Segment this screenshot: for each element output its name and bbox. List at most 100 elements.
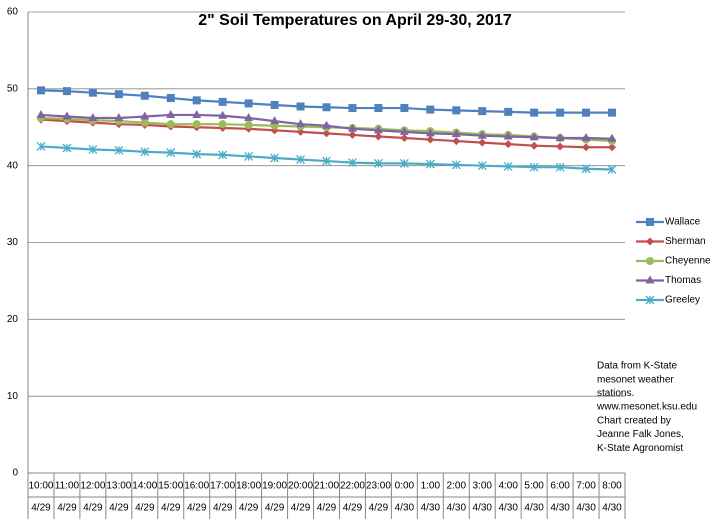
marker (425, 159, 435, 169)
note: Data from K-State (597, 361, 677, 372)
note: Chart created by (597, 415, 671, 426)
marker (270, 116, 280, 125)
marker (477, 161, 487, 171)
marker (645, 275, 655, 284)
marker (530, 141, 539, 150)
marker (88, 113, 98, 122)
marker (166, 148, 176, 158)
marker (62, 143, 72, 153)
marker (373, 158, 383, 168)
x-date-label: 4/29 (265, 503, 285, 514)
x-tick-label: 8:00 (602, 481, 622, 492)
x-date-label: 4/30 (421, 503, 441, 514)
x-date-label: 4/29 (343, 503, 363, 514)
marker (451, 129, 461, 138)
marker (477, 130, 487, 139)
y-tick-label: 40 (7, 160, 19, 171)
x-tick-label: 21:00 (314, 481, 339, 492)
marker (218, 110, 228, 119)
x-date-label: 4/29 (239, 503, 259, 514)
marker (399, 158, 409, 168)
marker (296, 102, 305, 111)
marker (374, 104, 383, 113)
x-date-label: 4/29 (291, 503, 311, 514)
marker (244, 99, 253, 108)
marker (140, 118, 149, 127)
marker (88, 145, 98, 154)
marker (166, 120, 175, 129)
x-date-label: 4/30 (524, 503, 544, 514)
marker (529, 162, 539, 172)
legend-label: Thomas (665, 275, 701, 286)
marker (504, 107, 513, 116)
marker (348, 130, 357, 139)
x-date-label: 4/30 (498, 503, 518, 514)
x-tick-label: 16:00 (184, 481, 209, 492)
chart-title: 2" Soil Temperatures on April 29-30, 201… (198, 12, 512, 29)
x-tick-label: 12:00 (80, 481, 105, 492)
x-tick-label: 10:00 (28, 481, 53, 492)
marker (347, 158, 357, 168)
marker (426, 135, 435, 144)
x-tick-label: 0:00 (395, 481, 415, 492)
x-tick-label: 11:00 (55, 481, 80, 492)
marker (218, 97, 227, 106)
marker (582, 108, 591, 117)
marker (270, 153, 280, 163)
marker (478, 138, 487, 147)
note: mesonet weather (597, 374, 674, 385)
marker (166, 109, 176, 118)
marker (581, 164, 591, 174)
note: stations. (597, 388, 634, 399)
marker (645, 295, 655, 305)
x-date-label: 4/29 (135, 503, 155, 514)
x-tick-label: 15:00 (158, 481, 183, 492)
legend-label: Cheyenne (665, 256, 711, 267)
x-date-label: 4/29 (83, 503, 103, 514)
x-tick-label: 3:00 (473, 481, 493, 492)
marker (140, 111, 150, 120)
marker (504, 140, 513, 149)
marker (296, 155, 306, 164)
marker (555, 162, 565, 172)
legend-label: Sherman (665, 236, 706, 247)
marker (62, 111, 72, 120)
x-date-label: 4/29 (57, 503, 77, 514)
marker (114, 145, 124, 155)
x-date-label: 4/30 (395, 503, 415, 514)
marker (581, 133, 591, 142)
x-tick-label: 13:00 (106, 481, 131, 492)
x-tick-label: 23:00 (366, 481, 391, 492)
marker (555, 133, 565, 142)
marker (556, 142, 565, 151)
x-date-label: 4/30 (602, 503, 622, 514)
x-date-label: 4/30 (550, 503, 570, 514)
x-date-label: 4/30 (447, 503, 467, 514)
marker (426, 105, 435, 114)
x-tick-label: 17:00 (210, 481, 235, 492)
note: Jeanne Falk Jones, (597, 429, 684, 440)
marker (503, 131, 513, 140)
marker (530, 108, 539, 117)
marker (608, 143, 617, 152)
x-date-label: 4/30 (473, 503, 493, 514)
x-tick-label: 2:00 (447, 481, 467, 492)
marker (348, 104, 357, 113)
x-tick-label: 18:00 (236, 481, 261, 492)
marker (503, 161, 513, 171)
y-tick-label: 20 (7, 314, 19, 325)
x-tick-label: 1:00 (421, 481, 441, 492)
marker (296, 119, 306, 128)
x-tick-label: 20:00 (288, 481, 313, 492)
x-date-label: 4/29 (317, 503, 337, 514)
note: www.mesonet.ksu.edu (596, 402, 697, 413)
marker (478, 107, 487, 116)
x-tick-label: 5:00 (524, 481, 544, 492)
note: K-State Agronomist (597, 443, 683, 454)
marker (607, 165, 617, 174)
marker (322, 103, 331, 112)
marker (452, 137, 461, 146)
marker (374, 132, 383, 141)
marker (244, 120, 253, 129)
marker (192, 120, 201, 129)
